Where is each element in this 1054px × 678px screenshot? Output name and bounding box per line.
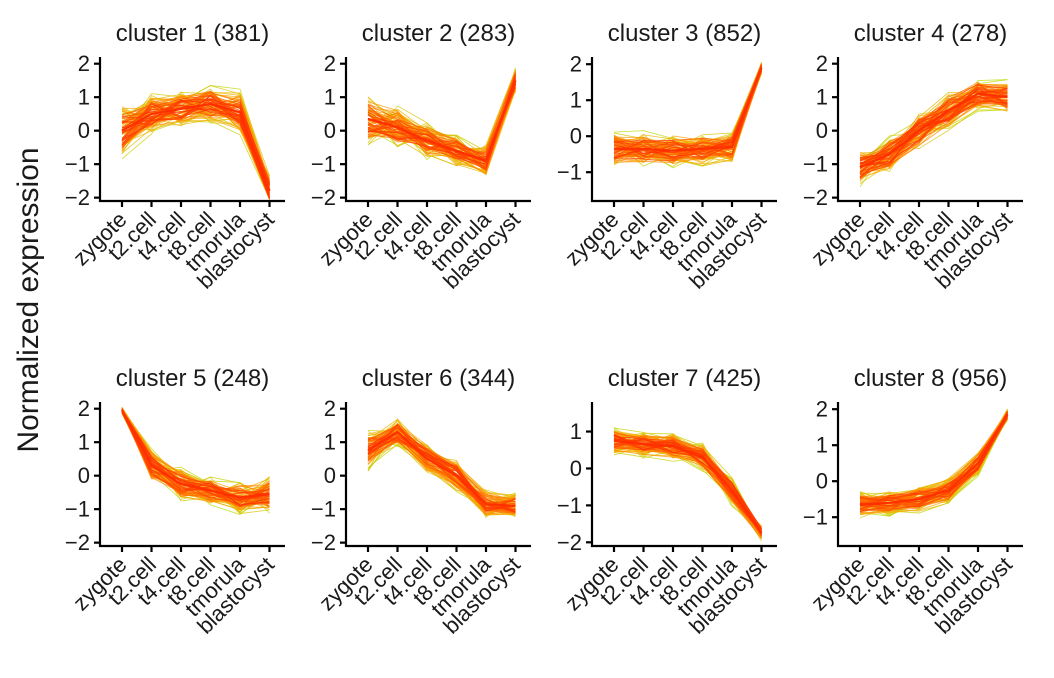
- cluster-center-line: [367, 80, 517, 163]
- panel-title: cluster 6 (344): [362, 365, 515, 392]
- y-tick-label: −1: [65, 152, 90, 177]
- gene-trace: [367, 424, 516, 512]
- gene-trace: [859, 84, 1008, 162]
- y-tick-label: 2: [816, 397, 828, 422]
- y-tick-label: 1: [570, 419, 582, 444]
- cluster-center-line: [859, 92, 1008, 169]
- gene-trace: [613, 438, 762, 534]
- y-tick-label: 1: [324, 85, 336, 110]
- gene-trace: [613, 65, 762, 157]
- y-axis-label: Normalized expression: [12, 147, 45, 452]
- gene-trace: [613, 439, 762, 533]
- cluster-center-line: [613, 439, 763, 534]
- y-tick-label: −2: [65, 185, 90, 210]
- y-tick-label: 2: [78, 51, 90, 76]
- panel-title: cluster 4 (278): [854, 20, 1007, 47]
- traces: [121, 85, 270, 200]
- y-tick-label: 1: [78, 430, 90, 455]
- y-tick-label: 0: [816, 118, 828, 143]
- axis-lines: [836, 57, 1023, 203]
- y-tick-label: 1: [78, 85, 90, 110]
- y-tick-label: 1: [816, 433, 828, 458]
- gene-trace: [121, 408, 270, 500]
- gene-trace: [367, 435, 516, 511]
- cluster-center-line: [614, 67, 763, 152]
- y-tick-label: 2: [324, 51, 336, 76]
- y-tick-label: −2: [557, 530, 582, 555]
- panel-title: cluster 7 (425): [608, 365, 761, 392]
- axis-lines: [344, 402, 531, 548]
- y-tick-label: 0: [570, 124, 582, 149]
- cluster-center-line: [121, 102, 271, 192]
- cluster-center-line: [121, 409, 270, 499]
- y-tick-label: −2: [65, 530, 90, 555]
- panel-title: cluster 1 (381): [116, 20, 269, 47]
- axis-lines: [98, 402, 285, 548]
- y-tick-label: 0: [816, 469, 828, 494]
- y-tick-label: −1: [803, 505, 828, 530]
- y-tick-label: −2: [311, 185, 336, 210]
- axis-lines: [590, 57, 777, 203]
- y-tick-label: −1: [557, 493, 582, 518]
- y-tick-label: −1: [311, 497, 336, 522]
- panel-2: cluster 2 (283)210−1−2zygotet2.cellt4.ce…: [311, 20, 531, 294]
- panel-8: cluster 8 (956)210−1zygotet2.cellt4.cell…: [803, 365, 1023, 639]
- traces: [367, 67, 516, 176]
- axis-lines: [836, 402, 1023, 548]
- panel-title: cluster 5 (248): [116, 365, 269, 392]
- panel-title: cluster 8 (956): [854, 365, 1007, 392]
- panel-4: cluster 4 (278)210−1−2zygotet2.cellt4.ce…: [803, 20, 1023, 294]
- gene-trace: [367, 84, 516, 160]
- y-tick-label: −1: [803, 152, 828, 177]
- y-tick-label: 2: [78, 396, 90, 421]
- gene-trace: [859, 88, 1008, 173]
- traces: [121, 407, 270, 516]
- gene-trace: [859, 87, 1008, 177]
- y-tick-label: 1: [324, 430, 336, 455]
- gene-trace: [859, 96, 1008, 173]
- traces: [859, 408, 1008, 519]
- y-tick-label: 0: [78, 118, 90, 143]
- y-tick-label: 1: [570, 88, 582, 113]
- y-tick-label: 2: [324, 396, 336, 421]
- gene-trace: [859, 95, 1008, 167]
- panel-title: cluster 2 (283): [362, 20, 515, 47]
- panel-7: cluster 7 (425)10−1−2zygotet2.cellt4.cel…: [557, 365, 777, 639]
- gene-trace: [367, 437, 516, 513]
- y-tick-label: 2: [816, 51, 828, 76]
- y-tick-label: −1: [65, 497, 90, 522]
- cluster-center-line: [367, 430, 516, 507]
- panel-title: cluster 3 (852): [608, 20, 761, 47]
- y-tick-label: −2: [311, 530, 336, 555]
- axis-lines: [344, 57, 531, 203]
- panel-1: cluster 1 (381)210−1−2zygotet2.cellt4.ce…: [65, 20, 285, 294]
- y-tick-label: 2: [570, 52, 582, 77]
- panel-6: cluster 6 (344)210−1−2zygotet2.cellt4.ce…: [311, 365, 531, 639]
- axis-lines: [98, 57, 285, 203]
- gene-trace: [121, 101, 270, 198]
- y-tick-label: 0: [324, 463, 336, 488]
- y-tick-label: 0: [570, 456, 582, 481]
- cluster-center-line: [859, 414, 1009, 506]
- panel-3: cluster 3 (852)210−1zygotet2.cellt4.cell…: [557, 20, 777, 294]
- y-tick-label: 1: [816, 85, 828, 110]
- gene-trace: [859, 412, 1008, 513]
- y-tick-label: −2: [803, 185, 828, 210]
- gene-trace: [613, 434, 762, 534]
- y-tick-label: −1: [311, 152, 336, 177]
- y-tick-label: 0: [324, 118, 336, 143]
- panel-5: cluster 5 (248)210−1−2zygotet2.cellt4.ce…: [65, 365, 285, 639]
- gene-trace: [859, 89, 1008, 167]
- gene-trace: [367, 427, 516, 513]
- y-tick-label: −1: [557, 160, 582, 185]
- traces: [613, 61, 762, 169]
- axis-lines: [590, 402, 777, 548]
- gene-trace: [613, 67, 762, 154]
- y-tick-label: 0: [78, 463, 90, 488]
- panel-grid: cluster 1 (381)210−1−2zygotet2.cellt4.ce…: [65, 20, 1023, 639]
